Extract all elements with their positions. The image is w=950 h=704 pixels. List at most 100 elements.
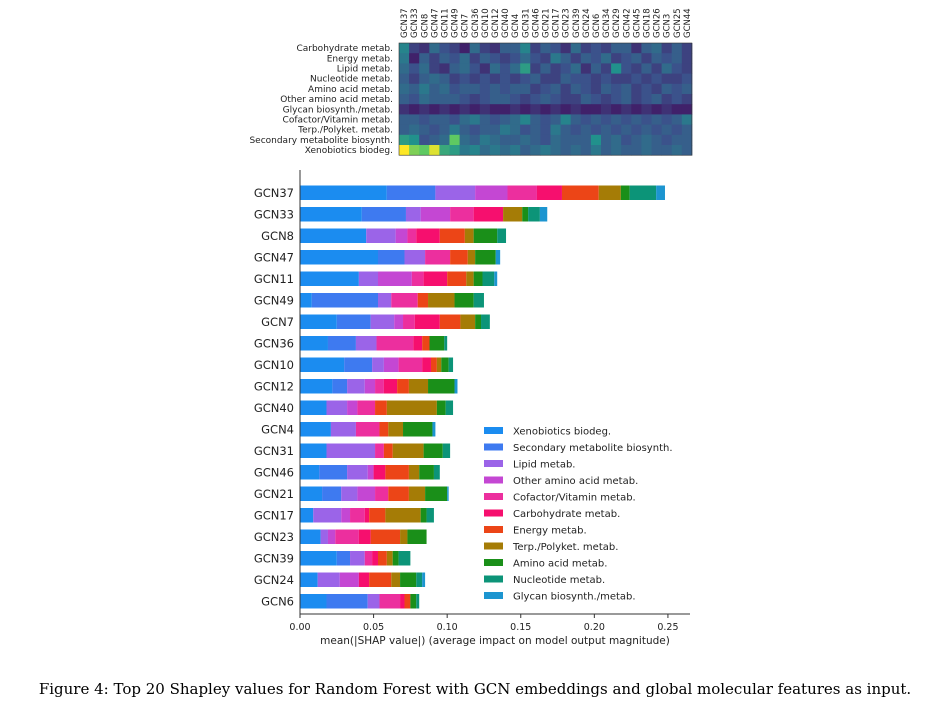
bar-segment: [435, 185, 476, 200]
bar-segment: [300, 508, 314, 523]
heatmap-cell: [419, 114, 430, 125]
heatmap-cell: [671, 94, 683, 105]
heatmap-cell: [580, 43, 592, 54]
heatmap-column-label: GCN21: [541, 8, 551, 38]
heatmap-column-label: GCN47: [430, 8, 440, 38]
bar-segment: [430, 357, 437, 372]
heatmap-cell: [510, 104, 521, 115]
bar-segment: [375, 379, 384, 394]
bar-segment: [464, 228, 474, 243]
heatmap-cell: [409, 104, 420, 115]
heatmap-cell: [530, 83, 541, 95]
heatmap-cell: [399, 114, 410, 125]
bar-segment: [467, 250, 476, 265]
heatmap-cell: [681, 124, 693, 136]
category-label: GCN33: [254, 207, 294, 221]
bar-segment: [416, 228, 440, 243]
heatmap: Carbohydrate metab.Energy metab.Lipid me…: [249, 8, 693, 156]
bar-segment: [395, 228, 408, 243]
heatmap-cell: [601, 73, 612, 85]
heatmap-cell: [601, 124, 612, 136]
bar-segment: [336, 551, 351, 566]
heatmap-cell: [399, 145, 410, 156]
legend-swatch: [484, 559, 503, 566]
heatmap-cell: [651, 94, 662, 105]
heatmap-cell: [560, 63, 572, 74]
heatmap-cell: [550, 43, 561, 54]
category-label: GCN49: [254, 293, 294, 307]
heatmap-cell: [479, 83, 491, 95]
heatmap-cell: [399, 63, 410, 74]
bar-segment: [466, 271, 474, 286]
bar-segment: [400, 572, 417, 587]
legend-label: Cofactor/Vitamin metab.: [513, 493, 636, 504]
heatmap-cell: [641, 114, 652, 125]
heatmap-cell: [621, 145, 632, 156]
heatmap-cell: [439, 94, 450, 105]
heatmap-cell: [631, 145, 642, 156]
heatmap-cell: [449, 63, 460, 74]
bar-segment: [300, 207, 362, 222]
bar-segment: [326, 594, 368, 609]
bar-segment: [388, 422, 404, 437]
heatmap-cell: [641, 94, 652, 105]
heatmap-cell: [611, 73, 622, 85]
heatmap-cell: [439, 104, 450, 115]
heatmap-cell: [611, 134, 622, 146]
heatmap-cell: [510, 63, 521, 74]
legend-swatch: [484, 427, 503, 434]
bar-segment: [366, 228, 396, 243]
heatmap-cell: [510, 145, 521, 156]
heatmap-cell: [409, 43, 420, 54]
heatmap-cell: [500, 83, 511, 95]
bar-segment: [442, 443, 451, 458]
heatmap-column-label: GCN26: [653, 8, 663, 38]
heatmap-cell: [540, 94, 551, 105]
heatmap-cell: [621, 63, 632, 74]
bar-segment: [398, 357, 423, 372]
bar-segment: [400, 529, 408, 544]
bar-segment: [358, 271, 378, 286]
bar-segment: [400, 594, 405, 609]
bar-segment: [439, 314, 461, 329]
bar-segment: [300, 357, 345, 372]
heatmap-cell: [621, 53, 632, 64]
bar-segment: [561, 185, 599, 200]
heatmap-cell: [661, 134, 673, 146]
heatmap-cell: [560, 114, 572, 125]
bar-segment: [300, 594, 327, 609]
legend-label: Terp./Polyket. metab.: [512, 542, 618, 553]
heatmap-cell: [429, 134, 440, 146]
bar-segment: [367, 465, 374, 480]
bar-segment: [482, 271, 495, 286]
heatmap-cell: [611, 94, 622, 105]
bar-segment: [350, 551, 365, 566]
heatmap-cell: [651, 53, 662, 64]
heatmap-column-label: GCN7: [461, 14, 471, 38]
heatmap-cell: [449, 43, 460, 54]
bar-segment: [428, 293, 455, 308]
heatmap-cell: [429, 63, 440, 74]
heatmap-cell: [489, 114, 501, 125]
bar-segment: [378, 293, 392, 308]
bar-segment: [414, 314, 440, 329]
heatmap-cell: [651, 124, 662, 136]
legend-label: Other amino acid metab.: [513, 476, 638, 487]
heatmap-cell: [399, 73, 410, 85]
bar-segment: [300, 228, 367, 243]
heatmap-cell: [469, 94, 481, 105]
heatmap-column-label: GCN39: [572, 8, 582, 38]
heatmap-cell: [469, 83, 481, 95]
heatmap-cell: [530, 94, 541, 105]
bar-segment: [473, 228, 498, 243]
heatmap-cell: [621, 114, 632, 125]
heatmap-cell: [540, 83, 551, 95]
legend-swatch: [484, 526, 503, 533]
heatmap-cell: [661, 94, 673, 105]
heatmap-cell: [449, 134, 460, 146]
heatmap-cell: [449, 145, 460, 156]
heatmap-cell: [469, 124, 481, 136]
heatmap-cell: [419, 63, 430, 74]
heatmap-cell: [601, 104, 612, 115]
heatmap-cell: [500, 124, 511, 136]
